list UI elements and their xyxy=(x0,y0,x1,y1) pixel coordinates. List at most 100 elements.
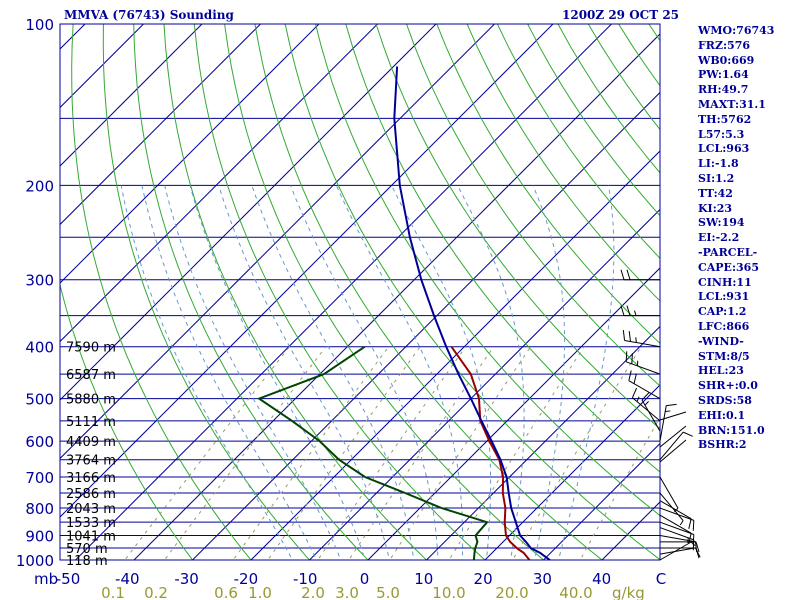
height-label: 118 m xyxy=(66,554,108,569)
plot-frame xyxy=(59,23,661,561)
dry-adiabat xyxy=(60,282,194,560)
wind-barb xyxy=(659,492,684,526)
index-line: -PARCEL- xyxy=(698,245,758,259)
isotherm-line xyxy=(133,33,660,560)
isotherm-line xyxy=(60,24,320,284)
temperature-tick-label: -10 xyxy=(293,570,318,588)
isotherm-line xyxy=(426,325,660,560)
index-line: BSHR:2 xyxy=(698,438,747,452)
temperature-tick-label: 40 xyxy=(592,570,611,588)
temperature-tick-label: C xyxy=(656,570,666,588)
index-line: -WIND- xyxy=(698,334,744,348)
isotherm-line xyxy=(60,24,203,167)
isotherm-line xyxy=(60,24,495,460)
index-line: KI:23 xyxy=(698,201,733,215)
pressure-tick-label: 100 xyxy=(25,16,54,34)
temperature-trace xyxy=(450,346,531,560)
index-line: LFC:866 xyxy=(698,319,750,333)
height-label: 3764 m xyxy=(66,454,116,469)
mixing-ratio-label: 0.2 xyxy=(144,584,168,600)
index-line: MAXT:31.1 xyxy=(698,97,766,111)
dry-adiabat xyxy=(345,24,660,473)
index-line: LI:-1.8 xyxy=(698,157,739,171)
moist-adiabat xyxy=(290,185,439,560)
mixing-ratio-label: 20.0 xyxy=(495,584,528,600)
pressure-tick-label: 500 xyxy=(25,391,54,409)
index-line: PW:1.64 xyxy=(698,68,749,82)
dry-adiabat xyxy=(193,24,486,560)
index-line: LCL:931 xyxy=(698,290,750,304)
height-label: 4409 m xyxy=(66,435,116,450)
temperature-tick-label: 10 xyxy=(414,570,433,588)
mixing-ratio-line xyxy=(348,346,495,560)
pressure-tick-label: 1000 xyxy=(16,552,54,570)
dry-adiabat xyxy=(71,24,252,560)
moist-adiabat xyxy=(120,185,293,560)
index-line: SHR+:0.0 xyxy=(698,379,758,393)
index-line: CINH:11 xyxy=(698,275,752,289)
sounding-datetime: 1200Z 29 OCT 25 xyxy=(562,8,680,22)
moist-adiabat xyxy=(532,185,566,560)
wind-barb xyxy=(628,370,661,400)
mixing-ratio-label: 5.0 xyxy=(376,584,400,600)
moist-adiabat xyxy=(189,185,366,560)
pressure-unit-label: mb xyxy=(34,570,58,588)
temperature-tick-label: -20 xyxy=(234,570,259,588)
moist-adiabat xyxy=(141,185,318,560)
pressure-tick-label: 300 xyxy=(25,272,54,290)
virtual_temperature-trace xyxy=(393,66,551,560)
moist-adiabat xyxy=(218,185,390,560)
temperature-tick-label: 20 xyxy=(474,570,493,588)
dry-adiabat xyxy=(102,24,311,560)
dry-adiabat xyxy=(375,24,660,430)
mixing-ratio-label: 10.0 xyxy=(432,584,465,600)
isotherm-line xyxy=(60,24,261,226)
wind-barb xyxy=(631,387,661,422)
pressure-tick-label: 900 xyxy=(25,527,54,545)
pressure-tick-label: 200 xyxy=(25,177,54,195)
isotherm-line xyxy=(0,24,27,560)
temperature-tick-label: -30 xyxy=(174,570,199,588)
mixing-ratio-label: 1.0 xyxy=(248,584,272,600)
dry-adiabat xyxy=(406,24,660,387)
index-line: L57:5.3 xyxy=(698,127,745,141)
height-label: 5880 m xyxy=(66,393,116,408)
wind-barb xyxy=(660,541,700,552)
mixing-ratio-label: 2.0 xyxy=(301,584,325,600)
isotherm-line xyxy=(75,24,612,560)
dry-adiabat xyxy=(284,24,660,560)
mixing-ratio-label: 0.6 xyxy=(214,584,238,600)
dry-adiabat xyxy=(254,24,603,560)
index-line: CAP:1.2 xyxy=(698,305,747,319)
moist-adiabat xyxy=(391,185,492,560)
index-line: BRN:151.0 xyxy=(698,423,765,437)
isotherm-line xyxy=(309,208,660,560)
index-line: FRZ:576 xyxy=(698,38,751,52)
height-label: 5111 m xyxy=(66,415,116,430)
panel-pointer-line xyxy=(659,425,687,448)
height-label: 1041 m xyxy=(66,529,116,544)
mixing-ratio-line xyxy=(317,346,467,560)
isotherm-line xyxy=(250,150,660,560)
moist-adiabat xyxy=(251,185,415,560)
moist-adiabat xyxy=(335,185,464,560)
panel-pointer-line xyxy=(659,439,687,463)
mixing-ratio-line xyxy=(232,346,390,560)
wind-barb xyxy=(659,507,695,531)
index-line: SI:1.2 xyxy=(698,171,735,185)
mixing-ratio-line xyxy=(267,346,421,560)
station-title: MMVA (76743) Sounding xyxy=(64,8,234,22)
wind-barb xyxy=(659,476,679,513)
moist-adiabat xyxy=(557,185,615,560)
mixing-ratio-label: 0.1 xyxy=(101,584,125,600)
index-line: CAPE:365 xyxy=(698,260,759,274)
wind-barb xyxy=(659,500,692,529)
dry-adiabat xyxy=(496,24,660,260)
height-label: 6587 m xyxy=(66,368,116,383)
wind-barb xyxy=(641,392,661,432)
mixing-ratio-line xyxy=(163,346,327,560)
mixing-ratio-line xyxy=(124,346,290,560)
index-line: EHI:0.1 xyxy=(698,408,746,422)
index-line: TT:42 xyxy=(698,186,733,200)
